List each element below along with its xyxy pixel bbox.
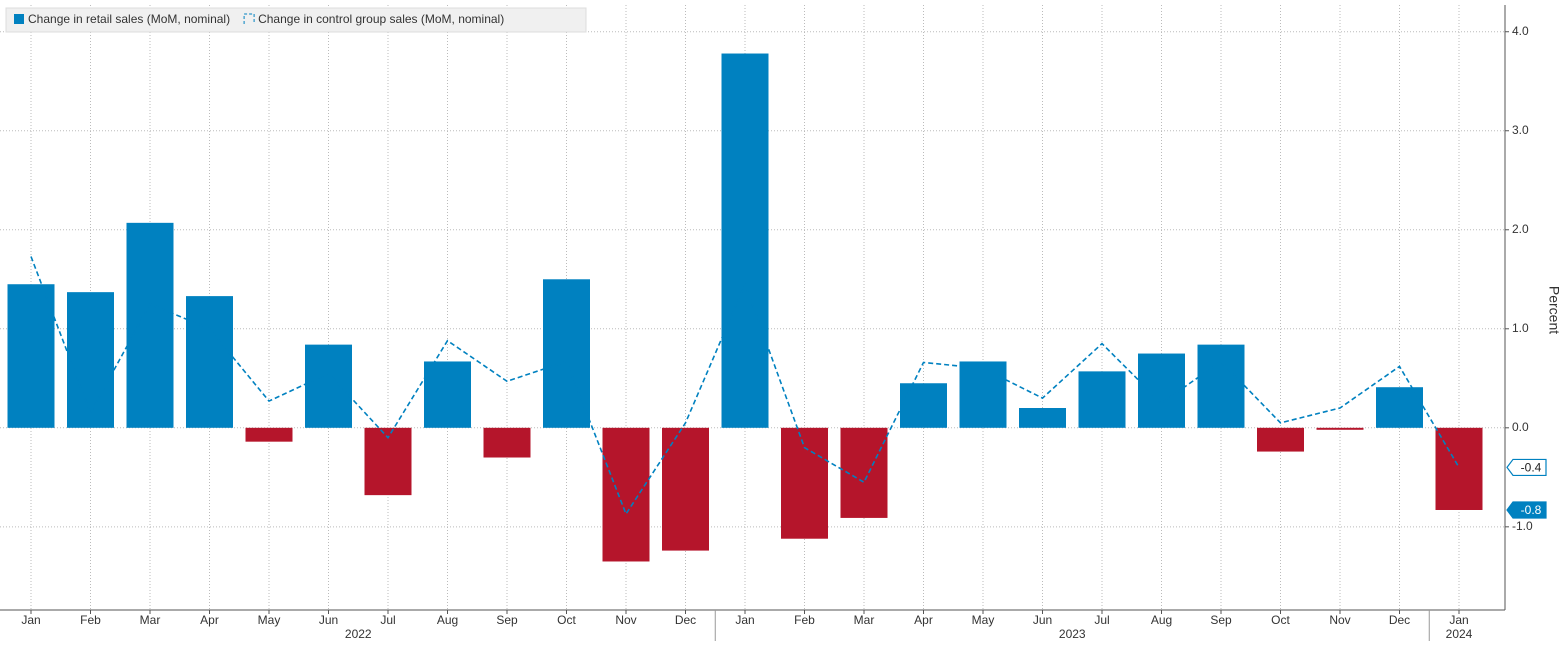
x-tick-label: Dec <box>1389 613 1410 627</box>
x-tick-label: Jan <box>21 613 40 627</box>
x-tick-label: Aug <box>437 613 458 627</box>
x-tick-label: Dec <box>675 613 696 627</box>
x-tick-label: Jun <box>319 613 338 627</box>
legend-label: Change in control group sales (MoM, nomi… <box>258 12 504 26</box>
bar <box>1435 427 1483 510</box>
bar <box>1257 427 1304 452</box>
year-label: 2023 <box>1059 627 1086 641</box>
y-tick-label: -1.0 <box>1512 519 1533 533</box>
value-label: -0.4 <box>1521 461 1542 475</box>
bar <box>721 53 769 428</box>
x-tick-label: Oct <box>1271 613 1290 627</box>
legend-swatch <box>243 13 255 24</box>
y-tick-label: 0.0 <box>1512 420 1529 434</box>
legend-label: Change in retail sales (MoM, nominal) <box>28 12 230 26</box>
x-tick-label: Apr <box>914 613 933 627</box>
year-label: 2024 <box>1446 627 1473 641</box>
legend-swatch <box>14 14 24 24</box>
bar <box>305 344 352 428</box>
x-tick-label: Jul <box>380 613 395 627</box>
y-tick-label: 1.0 <box>1512 321 1529 335</box>
bar <box>1197 344 1245 428</box>
bar <box>602 427 650 562</box>
x-tick-label: Jul <box>1094 613 1109 627</box>
legend: Change in retail sales (MoM, nominal) Cha… <box>5 7 587 33</box>
bar <box>245 427 293 442</box>
bar <box>543 279 590 428</box>
bar <box>781 427 828 539</box>
x-tick-label: Mar <box>854 613 875 627</box>
value-flag <box>1506 458 1547 477</box>
x-tick-label: Nov <box>615 613 636 627</box>
x-tick-label: Jan <box>735 613 754 627</box>
y-tick-label: 2.0 <box>1512 222 1529 236</box>
bar <box>959 361 1007 428</box>
bar <box>662 427 709 551</box>
x-tick-label: Feb <box>794 613 815 627</box>
x-tick-label: Jun <box>1033 613 1052 627</box>
legend-box <box>5 7 587 33</box>
bar <box>186 296 233 428</box>
bar <box>483 427 531 458</box>
y-tick-label: 4.0 <box>1512 24 1529 38</box>
bar <box>900 383 947 428</box>
line <box>30 256 1460 516</box>
bar <box>1138 353 1185 428</box>
bar <box>1019 408 1066 428</box>
x-tick-label: Apr <box>200 613 219 627</box>
x-tick-label: May <box>258 613 281 627</box>
bar <box>1078 371 1126 428</box>
x-tick-label: Mar <box>140 613 161 627</box>
bar <box>364 427 412 496</box>
bar <box>1316 427 1364 430</box>
x-tick-label: Jan <box>1449 613 1468 627</box>
x-tick-label: Sep <box>1210 613 1232 627</box>
x-tick-label: Oct <box>557 613 576 627</box>
x-tick-label: Nov <box>1329 613 1350 627</box>
bar <box>126 222 174 428</box>
value-label: -0.8 <box>1521 503 1542 517</box>
y-axis-label: Percent <box>1546 286 1561 334</box>
year-label: 2022 <box>345 627 372 641</box>
x-tick-label: May <box>972 613 995 627</box>
x-tick-label: Feb <box>80 613 101 627</box>
bar <box>7 284 55 428</box>
x-tick-label: Aug <box>1151 613 1172 627</box>
bar <box>67 292 114 428</box>
y-tick-label: 3.0 <box>1512 123 1529 137</box>
value-flag <box>1506 501 1547 519</box>
x-tick-label: Sep <box>496 613 518 627</box>
bar <box>424 361 471 428</box>
